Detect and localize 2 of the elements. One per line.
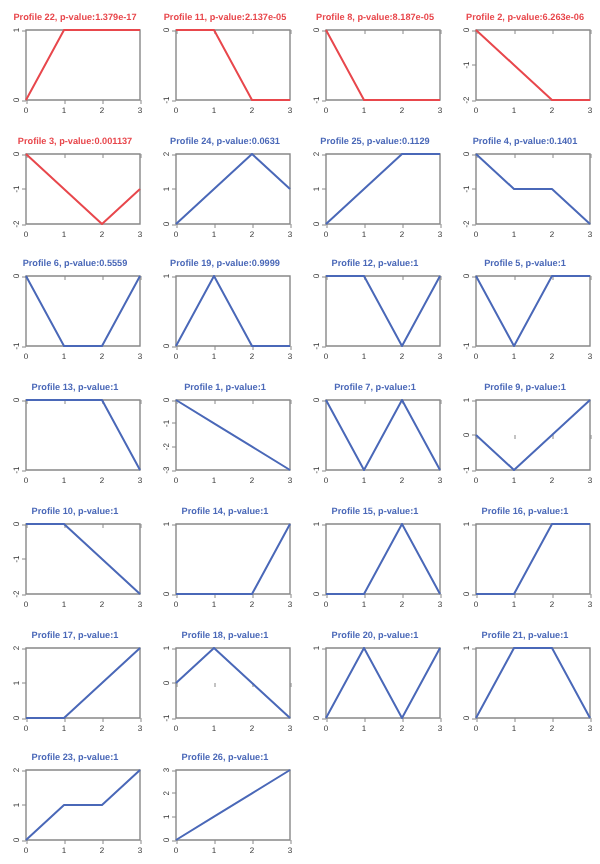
- line-series: [175, 399, 291, 472]
- line-series: [175, 769, 291, 842]
